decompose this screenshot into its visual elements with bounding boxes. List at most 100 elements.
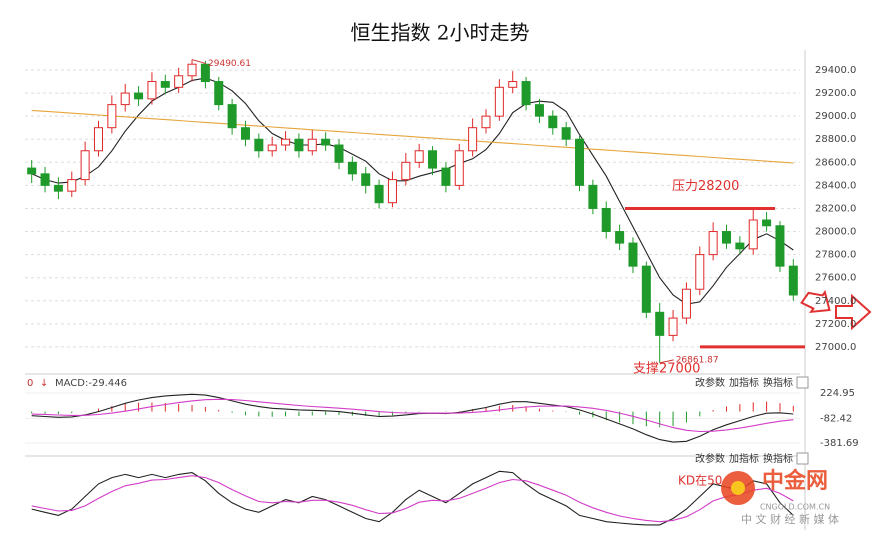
candle-body <box>655 311 665 336</box>
candle-body <box>227 104 237 129</box>
line <box>31 393 794 443</box>
candle-body <box>481 115 491 129</box>
low-label: 26861.87 <box>676 355 719 365</box>
candle-body <box>240 127 250 140</box>
candle-body <box>347 161 357 175</box>
candle-body <box>521 81 531 106</box>
y-tick-label: 28800.0 <box>815 134 856 145</box>
y-tick-label: 27400.0 <box>815 296 856 307</box>
y-tick-label: 28400.0 <box>815 180 856 191</box>
candle-body <box>294 138 304 152</box>
candle-body <box>107 104 117 129</box>
candle-body <box>361 173 371 186</box>
candle-body <box>53 184 63 192</box>
candle-body <box>575 138 585 186</box>
candle-body <box>454 150 464 186</box>
candle-body <box>494 86 504 117</box>
candle-body <box>561 127 571 140</box>
candle-body <box>534 104 544 117</box>
candle-body <box>762 219 772 227</box>
candle-body <box>414 150 424 163</box>
candle-body <box>27 167 37 175</box>
y-tick-label: 28600.0 <box>815 157 856 168</box>
candle-body <box>321 138 331 146</box>
candle-body <box>641 265 651 313</box>
candle-body <box>200 63 210 83</box>
candle-body <box>668 317 678 336</box>
candle-body <box>468 127 478 152</box>
candle-body <box>722 231 732 244</box>
y-tick-label: 27200.0 <box>815 319 856 330</box>
toolbar-button[interactable]: 换指标 <box>763 376 793 389</box>
line <box>31 109 794 164</box>
resistance-label: 压力28200 <box>672 179 739 194</box>
y-tick-label: 29400.0 <box>815 65 856 76</box>
watermark-site: CNGOLD.COM.CN <box>760 503 830 512</box>
y-tick-label: 29200.0 <box>815 88 856 99</box>
y-tick-label: 27600.0 <box>815 273 856 284</box>
low-pointer <box>659 359 674 364</box>
candle-body <box>120 92 130 106</box>
high-pointer <box>191 59 207 65</box>
candle-body <box>67 179 77 192</box>
candle-body <box>788 265 798 296</box>
candle-body <box>748 219 758 250</box>
candle-body <box>441 167 451 186</box>
line <box>31 398 794 433</box>
candle-body <box>40 173 50 186</box>
arrow <box>800 289 831 314</box>
candle-body <box>735 242 745 250</box>
candle-body <box>548 115 558 129</box>
candle-body <box>374 184 384 204</box>
candle-body <box>588 184 598 209</box>
y-tick-label: 28000.0 <box>815 227 856 238</box>
y-tick-label: 27800.0 <box>815 250 856 261</box>
arrow <box>835 293 872 331</box>
toolbar-button[interactable]: 改参数 <box>695 452 725 465</box>
support-label: 支撑27000 <box>633 361 700 376</box>
toolbar-button[interactable]: 加指标 <box>729 452 759 465</box>
candle-body <box>214 81 224 106</box>
y-tick-label: 29000.0 <box>815 111 856 122</box>
toolbar-button[interactable]: 换指标 <box>763 452 793 465</box>
y-tick-label: 27000.0 <box>815 342 856 353</box>
candle-body <box>387 179 397 204</box>
y-tick-label: 224.95 <box>820 388 855 399</box>
watermark-name: 中金网 <box>762 468 828 494</box>
close-button[interactable] <box>796 376 809 389</box>
candle-body <box>428 150 438 169</box>
candle-body <box>401 161 411 181</box>
candle-body <box>615 231 625 244</box>
candle-body <box>187 63 197 77</box>
candle-body <box>334 144 344 163</box>
y-tick-label: -381.69 <box>820 438 859 449</box>
candle-body <box>147 81 157 100</box>
y-tick-label: 28200.0 <box>815 203 856 214</box>
candle-body <box>601 207 611 233</box>
toolbar-button[interactable]: 改参数 <box>695 376 725 389</box>
close-button[interactable] <box>796 452 809 465</box>
candle-body <box>695 254 705 290</box>
line <box>31 77 794 305</box>
high-label: 29490.61 <box>208 59 251 69</box>
candle-body <box>775 225 785 267</box>
candle-body <box>93 127 103 152</box>
line <box>31 470 794 526</box>
candle-body <box>160 81 170 88</box>
y-tick-label: -82.42 <box>820 413 852 424</box>
indicator-arrow: ↓ <box>40 378 48 389</box>
candle-body <box>80 150 90 181</box>
watermark-slogan: 中 文 财 经 新 媒 体 <box>741 512 839 526</box>
candle-body <box>508 81 518 88</box>
candle-body <box>267 144 277 152</box>
candle-body <box>681 288 691 319</box>
annotation: KD在50 <box>678 474 722 488</box>
toolbar-button[interactable]: 加指标 <box>729 376 759 389</box>
candle-body <box>307 138 317 152</box>
candle-body <box>254 138 264 152</box>
indicator-marker: 0 <box>27 378 33 389</box>
candle-body <box>134 92 144 100</box>
candle-body <box>708 231 718 256</box>
